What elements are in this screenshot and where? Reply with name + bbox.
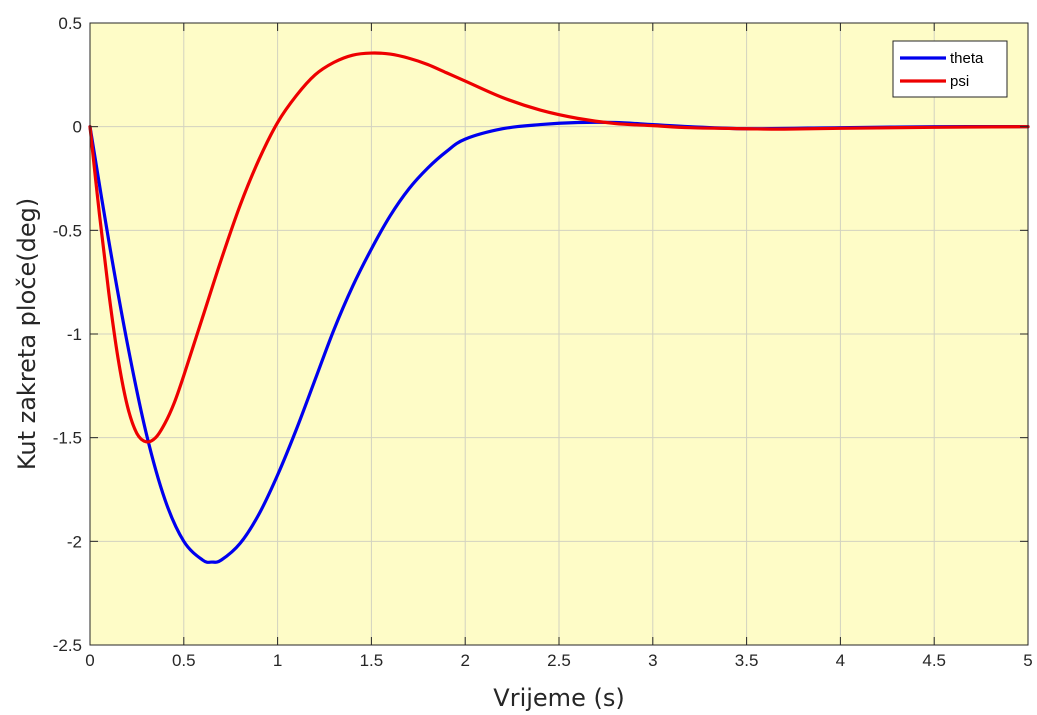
y-tick-label: 0	[73, 118, 82, 137]
x-tick-label: 4	[836, 651, 845, 670]
legend-label-theta: theta	[950, 50, 984, 67]
y-tick-label: -2	[67, 532, 82, 551]
legend: theta psi	[892, 40, 1008, 98]
series-layer	[88, 51, 1030, 564]
y-tick-label: -1.5	[53, 429, 82, 448]
x-tick-label: 2	[460, 651, 469, 670]
x-tick-label: 0	[85, 651, 94, 670]
legend-label-psi: psi	[950, 73, 969, 90]
ticks: 0 0.5 1 1.5 2 2.5 3 3.5 4 4.5 5 -2.5 -2 -1.5 -1 -0.5 0 0.…	[53, 14, 1033, 670]
y-tick-label: 0.5	[58, 14, 82, 33]
x-tick-label: 3.5	[735, 651, 759, 670]
x-tick-label: 0.5	[172, 651, 196, 670]
y-tick-label: -0.5	[53, 221, 82, 240]
series-line-psi	[88, 51, 1030, 444]
y-tick-label: -1	[67, 325, 82, 344]
y-tick-label: -2.5	[53, 636, 82, 655]
x-tick-label: 1.5	[360, 651, 384, 670]
x-tick-label: 2.5	[547, 651, 571, 670]
x-tick-label: 5	[1023, 651, 1032, 670]
x-tick-label: 4.5	[922, 651, 946, 670]
x-tick-label: 3	[648, 651, 657, 670]
x-tick-label: 1	[273, 651, 282, 670]
x-axis-label: Vrijeme (s)	[493, 684, 624, 712]
legend-box	[892, 40, 1008, 98]
y-axis-label: Kut zakreta ploče(deg)	[13, 198, 41, 470]
